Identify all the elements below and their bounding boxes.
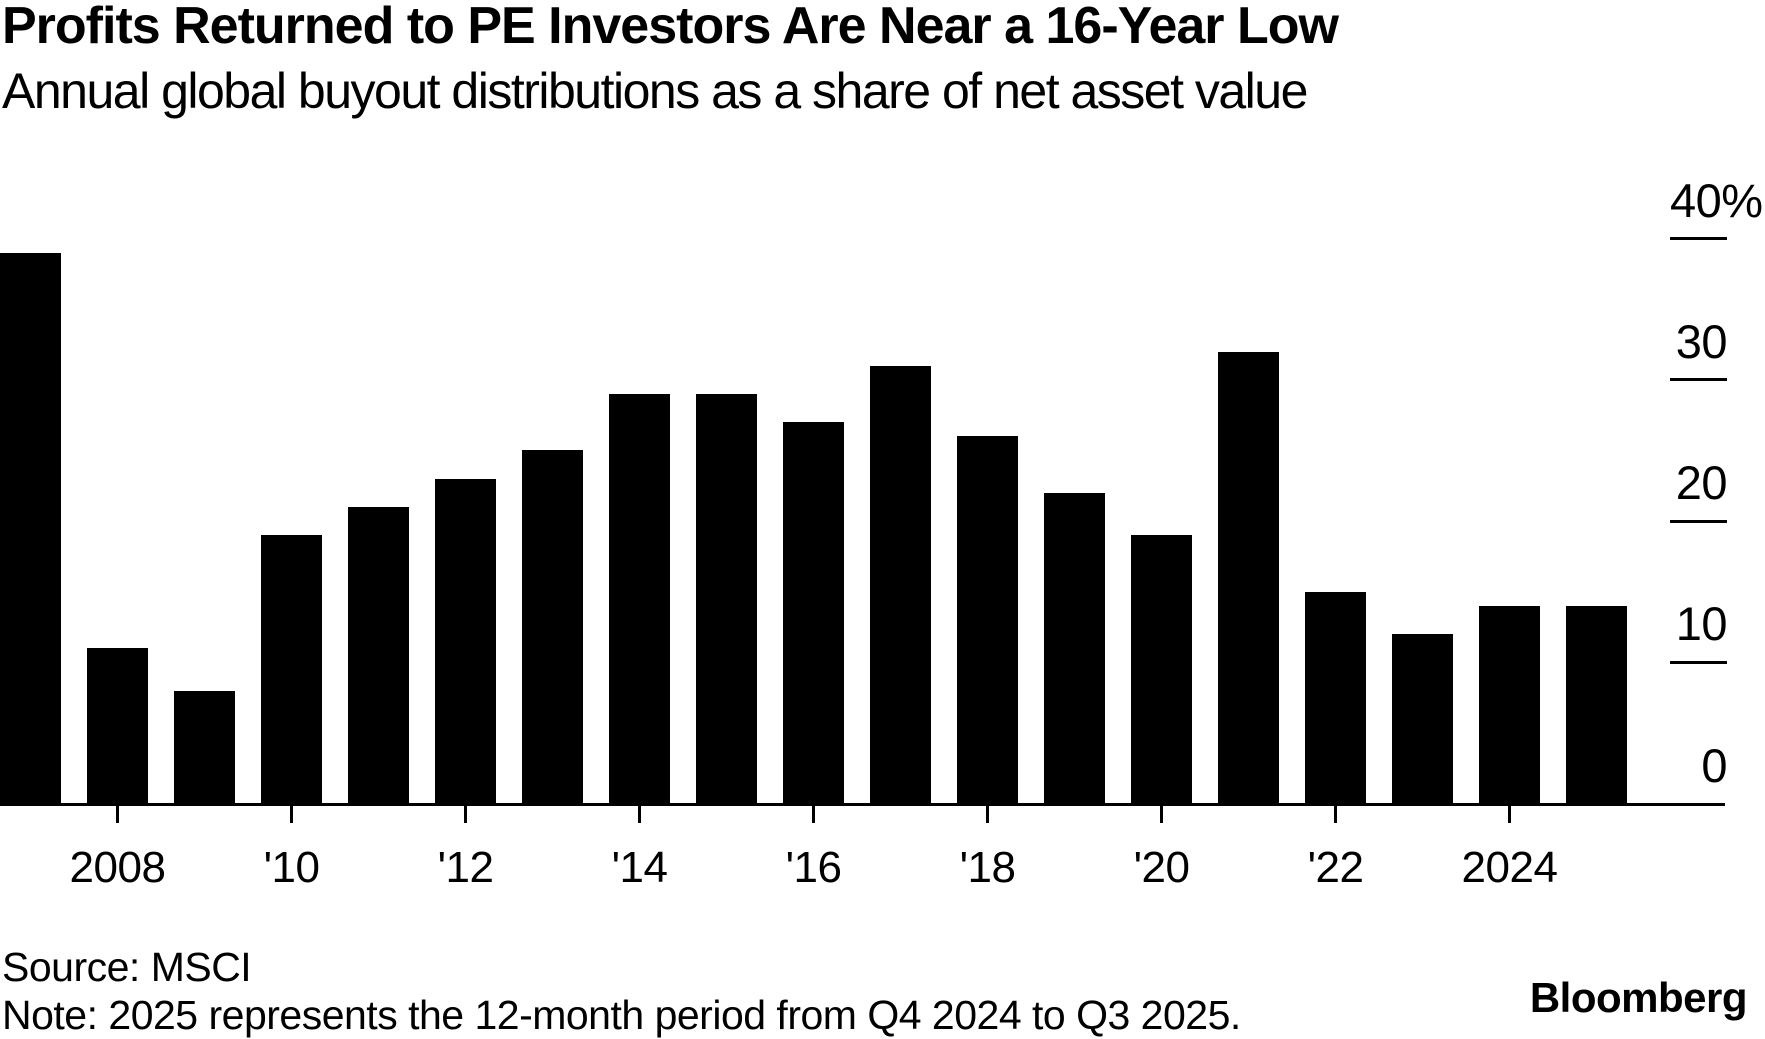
x-tick-label-2012: '12 (437, 843, 494, 892)
bar-2024 (1479, 605, 1540, 804)
x-tick-label-2008: 2008 (69, 843, 166, 892)
x-tick-label-2014: '14 (611, 843, 668, 892)
x-tick-label-2020: '20 (1133, 843, 1190, 892)
y-tick-20 (1670, 519, 1727, 523)
bar-2016 (783, 422, 844, 804)
bar-2011 (348, 506, 409, 804)
x-tick-label-2016: '16 (785, 843, 842, 892)
bar-2023 (1392, 634, 1453, 804)
x-tick-label-2018: '18 (959, 843, 1016, 892)
note-text: Note: 2025 represents the 12-month perio… (2, 992, 1241, 1038)
x-tick-2010 (290, 806, 293, 823)
bar-2021 (1218, 351, 1279, 804)
y-tick-label-20: 20 (1675, 456, 1728, 509)
y-tick-label-40: 40% (1670, 173, 1763, 227)
x-tick-label-2010: '10 (263, 843, 320, 892)
source-text: Source: MSCI (2, 944, 252, 990)
bar-2012 (435, 478, 496, 804)
x-tick-2018 (986, 806, 989, 823)
bar-2018 (957, 436, 1018, 804)
bar-2017 (870, 365, 931, 804)
x-axis-line (0, 803, 1725, 806)
bar-2025 (1566, 605, 1627, 804)
x-tick-2024 (1508, 806, 1511, 823)
x-tick-2014 (638, 806, 641, 823)
x-tick-2012 (464, 806, 467, 823)
y-tick-30 (1670, 378, 1727, 382)
bar-2019 (1044, 492, 1105, 804)
x-tick-2016 (812, 806, 815, 823)
x-tick-2022 (1334, 806, 1337, 823)
bar-2007 (0, 252, 61, 804)
bar-2008 (87, 648, 148, 804)
bloomberg-logo: Bloomberg (1529, 974, 1748, 1021)
x-tick-label-2022: '22 (1307, 843, 1364, 892)
chart-title: Profits Returned to PE Investors Are Nea… (2, 0, 1339, 55)
bar-2013 (522, 450, 583, 804)
bar-2015 (696, 393, 757, 804)
x-tick-2008 (116, 806, 119, 823)
y-tick-10 (1670, 660, 1727, 664)
bar-2014 (609, 393, 670, 804)
y-tick-label-0: 0 (1701, 738, 1727, 792)
y-tick-label-10: 10 (1675, 597, 1728, 651)
x-tick-label-2024: 2024 (1461, 843, 1558, 892)
bar-2009 (174, 690, 235, 804)
y-tick-label-30: 30 (1675, 314, 1728, 368)
bar-2010 (261, 535, 322, 804)
bar-2020 (1131, 535, 1192, 804)
bar-2022 (1305, 591, 1366, 804)
y-tick-40 (1670, 237, 1727, 240)
chart-subtitle: Annual global buyout distributions as a … (2, 63, 1308, 119)
x-tick-2020 (1160, 806, 1163, 823)
